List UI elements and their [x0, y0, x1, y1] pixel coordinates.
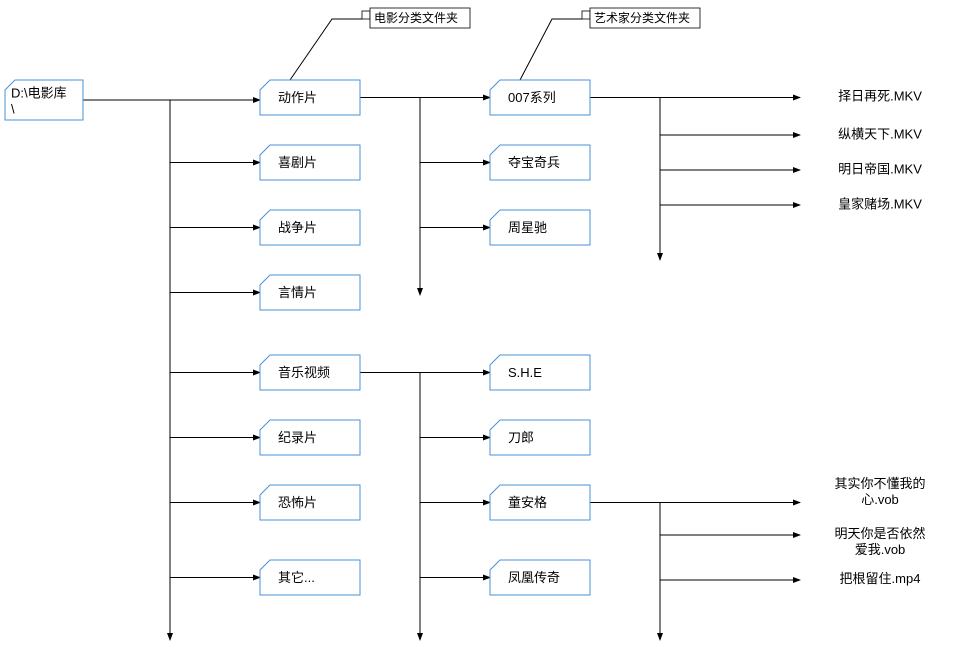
f-007-1: 择日再死.MKV	[838, 88, 922, 103]
cat-doc-label: 纪录片	[278, 430, 317, 445]
cat-comedy-label: 喜剧片	[278, 155, 317, 170]
sub-tong-label: 童安格	[508, 495, 547, 510]
diagram-canvas: D:\电影库\ 动作片喜剧片战争片言情片音乐视频纪录片恐怖片其它... 007系列夺…	[0, 0, 965, 652]
root-label-1: D:\电影库	[11, 85, 67, 100]
cat-war-label: 战争片	[278, 220, 317, 235]
lbl-artist-cat-tab	[582, 11, 590, 19]
cat-music-label: 音乐视频	[278, 365, 330, 380]
leader-movie-cat	[290, 19, 362, 80]
sub-daolang-label: 刀郎	[508, 430, 534, 445]
nodes-layer: D:\电影库\ 动作片喜剧片战争片言情片音乐视频纪录片恐怖片其它... 007系列夺…	[5, 80, 590, 595]
lbl-movie-cat-tab	[362, 11, 370, 19]
f-tong-2: 明天你是否依然爱我.vob	[834, 526, 925, 557]
cat-other-label: 其它...	[278, 570, 315, 585]
sub-chow-label: 周星驰	[508, 220, 547, 235]
lbl-artist-cat-text: 艺术家分类文件夹	[594, 10, 690, 25]
root-label-2: \	[11, 101, 15, 116]
f-tong-3: 把根留住.mp4	[840, 571, 921, 586]
f-007-3: 明日帝国.MKV	[838, 161, 922, 176]
sub-indy-label: 夺宝奇兵	[508, 155, 560, 170]
sub-daolang	[490, 420, 590, 455]
leader-artist-cat	[520, 19, 582, 80]
cat-action-label: 动作片	[278, 90, 317, 105]
sub-she-label: S.H.E	[508, 365, 542, 380]
f-tong-1: 其实你不懂我的心.vob	[834, 476, 925, 507]
cat-romance-label: 言情片	[278, 285, 317, 300]
edges-layer	[83, 19, 800, 640]
lbl-movie-cat-text: 电影分类文件夹	[374, 10, 458, 25]
cat-horror-label: 恐怖片	[278, 495, 317, 510]
f-007-4: 皇家赌场.MKV	[838, 196, 922, 211]
files-layer: 择日再死.MKV 纵横天下.MKV 明日帝国.MKV 皇家赌场.MKV 其实你不懂我的心…	[834, 88, 925, 586]
sub-007-label: 007系列	[508, 90, 556, 105]
labels-layer: 电影分类文件夹 艺术家分类文件夹	[362, 8, 700, 28]
sub-phoenix-label: 凤凰传奇	[508, 570, 560, 585]
f-007-2: 纵横天下.MKV	[838, 126, 922, 141]
